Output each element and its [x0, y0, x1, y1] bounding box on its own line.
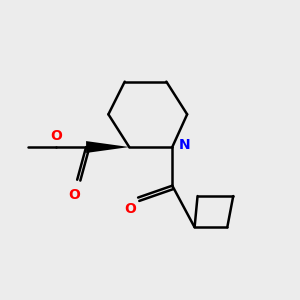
- Polygon shape: [86, 141, 129, 153]
- Text: N: N: [179, 138, 190, 152]
- Text: O: O: [50, 129, 62, 142]
- Text: O: O: [125, 202, 136, 216]
- Text: O: O: [68, 188, 80, 202]
